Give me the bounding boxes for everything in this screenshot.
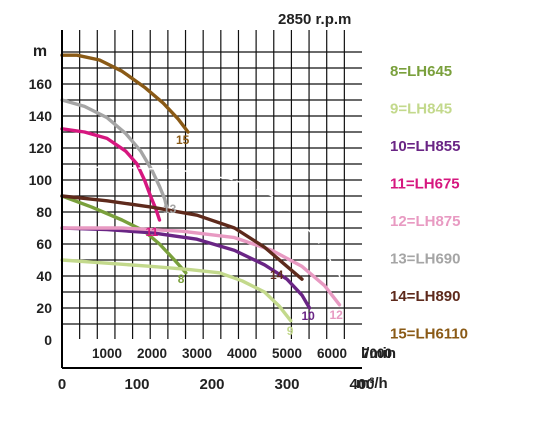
legend-entry: 8=LH645 (390, 63, 452, 80)
legend-entry: 14=LH890 (390, 288, 460, 305)
unlabeled-dashed-curve (61, 166, 344, 284)
curve-label-13: 13 (163, 202, 177, 216)
legend-entry: 13=LH690 (390, 251, 460, 268)
curve-labels: 8 9 10 11 12 13 14 15 (146, 133, 344, 338)
curves (60, 53, 344, 323)
x-tick-label-lmin: 3000 (182, 346, 212, 361)
y-tick-label: 140 (29, 108, 53, 124)
curve-label-14: 14 (270, 268, 284, 282)
x-tick-label-m3h: 300 (274, 376, 299, 393)
legend-entry: 10=LH855 (390, 138, 460, 155)
curve-label-12: 12 (330, 308, 344, 322)
x-tick-label-lmin: 6000 (317, 346, 347, 361)
curve-13 (60, 98, 169, 211)
curve-14 (60, 194, 304, 281)
curve-label-9: 9 (287, 324, 294, 338)
x-tick-label-lmin: 7000 (362, 346, 392, 361)
legend-entry: 15=LH6110 (390, 326, 468, 343)
curve-9 (60, 258, 293, 323)
curve-label-15: 15 (176, 133, 190, 147)
y-tick-label: 0 (44, 332, 52, 348)
y-tick-label: 100 (29, 172, 53, 188)
x-tick-label-lmin: 1000 (92, 346, 122, 361)
chart-title: 2850 r.p.m (278, 11, 351, 28)
y-tick-label: 40 (36, 268, 52, 284)
y-tick-label: 80 (36, 204, 52, 220)
curve-15 (60, 53, 190, 134)
y-tick-label: 20 (36, 300, 52, 316)
curve-label-8: 8 (178, 272, 185, 286)
x-tick-label-lmin: 5000 (272, 346, 302, 361)
curve-label-11: 11 (146, 225, 159, 239)
y-axis-label: m (33, 43, 47, 60)
legend: 8=LH645 9=LH845 10=LH855 11=LH675 12=LH875 13… (390, 63, 468, 343)
y-tick-label: 120 (29, 140, 53, 156)
x-tick-label-lmin: 2000 (137, 346, 167, 361)
curve-11 (60, 127, 162, 222)
x-tick-label-m3h: 200 (199, 376, 224, 393)
x-tick-label-m3h: 400 (349, 376, 374, 393)
x-tick-label-m3h: 100 (124, 376, 149, 393)
curve-label-10: 10 (302, 309, 316, 323)
legend-entry: 11=LH675 (390, 176, 460, 193)
curve-10 (60, 226, 312, 310)
x-tick-label-m3h: 0 (58, 376, 66, 393)
curve-12 (60, 226, 342, 307)
top-axis-label-band (62, 339, 362, 368)
x-axis-label-top: l/min (361, 345, 396, 362)
y-tick-label: 160 (29, 76, 53, 92)
legend-entry: 9=LH845 (390, 101, 452, 118)
x-tick-label-lmin: 4000 (227, 346, 257, 361)
x-axis-label-bottom: m³/h (356, 375, 388, 392)
y-tick-label: 60 (36, 236, 52, 252)
legend-entry: 12=LH875 (390, 213, 460, 230)
